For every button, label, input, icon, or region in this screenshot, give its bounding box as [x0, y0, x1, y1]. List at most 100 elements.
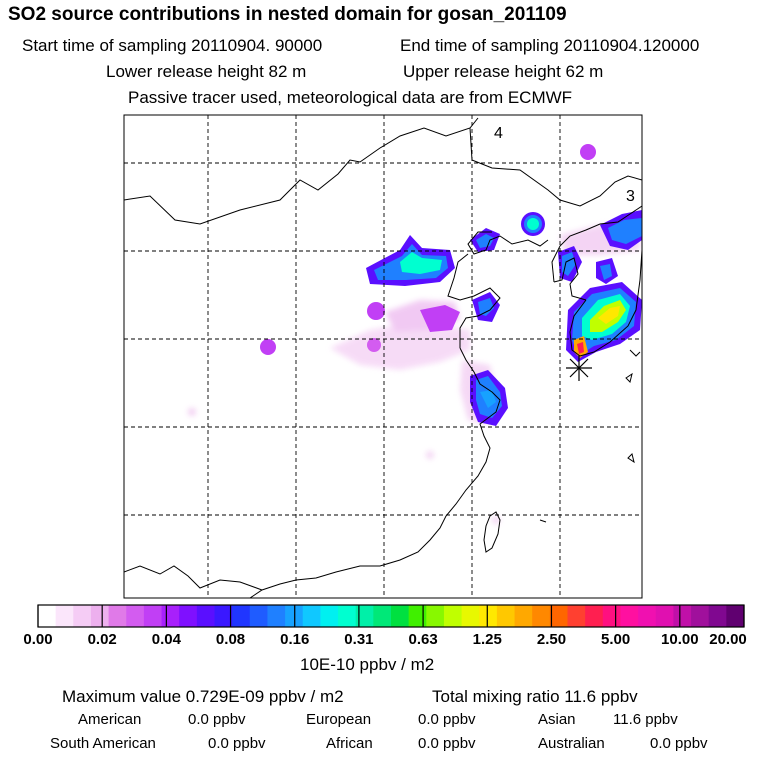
region-value-australian: 0.0 ppbv [650, 735, 708, 752]
plume-blob-west [260, 339, 276, 355]
coast-liaodong [467, 231, 549, 255]
region-name-european: European [306, 711, 372, 728]
colorbar-swatch [55, 605, 74, 627]
chart-title: SO2 source contributions in nested domai… [8, 4, 567, 25]
colorbar-swatch [567, 605, 586, 627]
colorbar-swatch [638, 605, 657, 627]
region-label-3: 3 [626, 188, 635, 205]
colorbar-swatch [355, 605, 374, 627]
region-name-south-american: South American [50, 735, 156, 752]
upper-release-label: Upper release height 62 m [403, 62, 604, 81]
coast-mongolia-border [124, 117, 479, 225]
coast-japan-kyushu [629, 349, 641, 357]
plume-blob-northeast [580, 144, 596, 160]
region-value-south-american: 0.0 ppbv [208, 735, 266, 752]
colorbar-tick-label: 0.02 [87, 631, 117, 648]
colorbar-tick-label: 1.25 [472, 631, 502, 648]
end-time-label: End time of sampling 20110904.120000 [400, 36, 700, 55]
region-label-4: 4 [494, 125, 503, 142]
max-value-label: Maximum value 0.729E-09 ppbv / m2 [62, 687, 344, 706]
map-frame [123, 114, 643, 599]
plume-dot-west [188, 408, 196, 416]
plume-dot-taiwan [492, 516, 500, 524]
colorbar-swatch [232, 605, 251, 627]
colorbar-tick-label: 20.00 [709, 631, 747, 648]
colorbar-frame [37, 604, 745, 628]
region-name-american: American [78, 711, 142, 728]
plume-blob-hebei [367, 302, 385, 320]
lower-release-label: Lower release height 82 m [106, 62, 307, 81]
colorbar-swatch [267, 605, 286, 627]
colorbar-swatch [249, 605, 268, 627]
colorbar-swatch [708, 605, 727, 627]
coast-korea-south [569, 249, 642, 357]
total-mixing-label: Total mixing ratio 11.6 ppbv [432, 687, 638, 706]
colorbar-swatch [214, 605, 233, 627]
colorbar-swatch [496, 605, 516, 627]
colorbar-swatch [655, 605, 674, 627]
colorbar-unit-label: 10E-10 ppbv / m2 [300, 655, 435, 674]
plume-dot-south [426, 451, 434, 459]
region-name-african: African [326, 735, 373, 752]
colorbar-swatch [161, 605, 180, 627]
region-value-european: 0.0 ppbv [418, 711, 476, 728]
colorbar-swatch [38, 605, 57, 627]
colorbar-tick-label: 5.00 [601, 631, 631, 648]
coast-korea-west [553, 257, 587, 301]
colorbar-swatch [691, 605, 710, 627]
coast-island-2 [627, 453, 635, 464]
colorbar-swatch [73, 605, 92, 627]
colorbar [37, 604, 745, 628]
colorbar-swatch [620, 605, 639, 627]
colorbar-swatch [426, 605, 445, 627]
plume-blob-bohai [420, 305, 460, 332]
coast-bohai [447, 253, 501, 348]
plume-haze-shandong [330, 322, 470, 370]
colorbar-swatch [673, 605, 692, 627]
colorbar-swatch [302, 605, 321, 627]
plume-beijing [366, 235, 455, 286]
colorbar-swatch [602, 605, 621, 627]
colorbar-swatch [443, 605, 463, 627]
colorbar-swatch [90, 605, 110, 627]
colorbar-tick-label: 10.00 [661, 631, 699, 648]
colorbar-tick-label: 2.50 [536, 631, 567, 648]
colorbar-swatch [338, 605, 357, 627]
colorbar-swatch [108, 605, 127, 627]
plume-blob-shandong [367, 338, 381, 352]
colorbar-swatch [585, 605, 604, 627]
start-time-label: Start time of sampling 20110904. 90000 [22, 36, 323, 55]
colorbar-swatch [320, 605, 339, 627]
colorbar-swatch [514, 605, 533, 627]
plume-purple [260, 144, 596, 355]
colorbar-tick-label: 0.08 [215, 631, 246, 648]
colorbar-swatch [408, 605, 427, 627]
colorbar-swatch [726, 605, 745, 627]
region-name-asian: Asian [538, 711, 576, 728]
colorbar-swatch [179, 605, 198, 627]
colorbar-tick-label: 0.16 [280, 631, 310, 648]
colorbar-swatch [373, 605, 392, 627]
colorbar-swatch [196, 605, 215, 627]
region-value-american: 0.0 ppbv [188, 711, 246, 728]
colorbar-tick-label: 0.63 [408, 631, 438, 648]
colorbar-tick-label: 0.04 [151, 631, 181, 648]
colorbar-swatch [549, 605, 568, 627]
coast-island-1 [625, 372, 633, 383]
colorbar-swatch [126, 605, 145, 627]
region-value-asian: 11.6 ppbv [613, 711, 678, 728]
map-gridlines [124, 115, 642, 598]
region-name-australian: Australian [538, 735, 605, 752]
coast-southwest-border [124, 565, 263, 591]
tracer-note: Passive tracer used, meteorological data… [128, 88, 573, 107]
colorbar-swatch [532, 605, 551, 627]
colorbar-swatch [461, 605, 480, 627]
colorbar-tick-label: 0.00 [23, 631, 53, 648]
colorbar-swatch [479, 605, 498, 627]
coast-island-3 [539, 519, 547, 523]
region-value-african: 0.0 ppbv [418, 735, 476, 752]
coast-east-china [249, 347, 501, 598]
colorbar-swatch [143, 605, 163, 627]
plume-liaodong [470, 212, 545, 322]
